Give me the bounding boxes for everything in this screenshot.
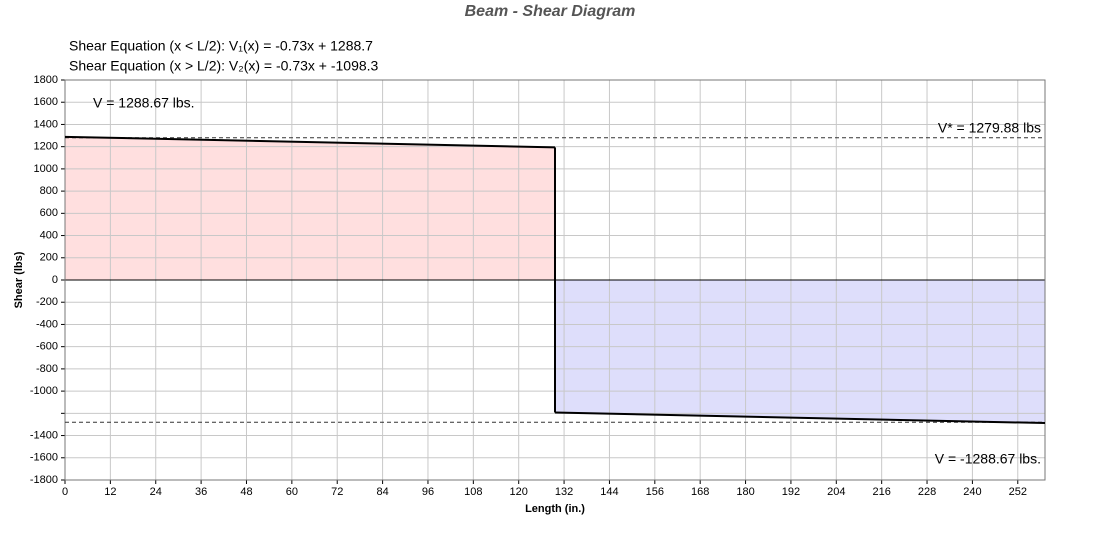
x-tick-label: 252 <box>1009 486 1027 498</box>
shear-line <box>64 135 556 149</box>
x-tick-label: 96 <box>422 486 434 498</box>
y-tick-label: 1200 <box>34 141 58 153</box>
y-tick-label: 1000 <box>34 163 58 175</box>
chart-title: Beam - Shear Diagram <box>465 3 636 20</box>
x-tick-label: 180 <box>736 486 754 498</box>
x-tick-label: 192 <box>782 486 800 498</box>
y-tick-label: -1800 <box>30 474 58 486</box>
y-axis-label: Shear (lbs) <box>13 251 25 308</box>
y-tick-label: 0 <box>52 274 58 286</box>
y-tick-label: -1600 <box>30 452 58 464</box>
annotation: V = -1288.67 lbs. <box>935 451 1041 467</box>
y-tick-label: -1000 <box>30 385 58 397</box>
x-tick-label: 36 <box>195 486 207 498</box>
x-tick-label: 168 <box>691 486 709 498</box>
y-tick-label: 400 <box>40 229 58 241</box>
x-tick-label: 216 <box>872 486 890 498</box>
y-tick-label: -200 <box>36 296 58 308</box>
x-tick-label: 60 <box>286 486 298 498</box>
annotation: Shear Equation (x < L/2): V₁(x) = -0.73x… <box>69 38 373 54</box>
shear-line <box>554 411 1046 425</box>
x-tick-label: 24 <box>150 486 162 498</box>
x-tick-label: 0 <box>62 486 68 498</box>
x-tick-label: 228 <box>918 486 936 498</box>
x-tick-label: 204 <box>827 486 845 498</box>
x-tick-label: 240 <box>963 486 981 498</box>
y-tick-label: -1400 <box>30 429 58 441</box>
annotation: V* = 1279.88 lbs <box>938 120 1041 136</box>
x-axis-label: Length (in.) <box>525 503 585 515</box>
area <box>555 280 1045 424</box>
x-tick-label: 120 <box>510 486 528 498</box>
y-tick-label: 600 <box>40 207 58 219</box>
x-tick-label: 84 <box>376 486 388 498</box>
y-tick-label: -400 <box>36 318 58 330</box>
x-tick-label: 132 <box>555 486 573 498</box>
x-tick-label: 144 <box>600 486 618 498</box>
x-tick-label: 108 <box>464 486 482 498</box>
y-tick-label: 1400 <box>34 118 58 130</box>
x-tick-label: 48 <box>240 486 252 498</box>
y-tick-label: 1600 <box>34 96 58 108</box>
annotation: Shear Equation (x > L/2): V₂(x) = -0.73x… <box>69 58 379 74</box>
area <box>65 136 555 280</box>
x-tick-label: 156 <box>646 486 664 498</box>
annotation: V = 1288.67 lbs. <box>93 95 195 111</box>
plot-border <box>64 79 1046 481</box>
y-tick-label: 1800 <box>34 74 58 86</box>
y-tick-label: -800 <box>36 363 58 375</box>
x-tick-label: 72 <box>331 486 343 498</box>
y-tick-label: 200 <box>40 252 58 264</box>
x-tick-label: 12 <box>104 486 116 498</box>
y-tick-label: -600 <box>36 341 58 353</box>
y-tick-label: 800 <box>40 185 58 197</box>
